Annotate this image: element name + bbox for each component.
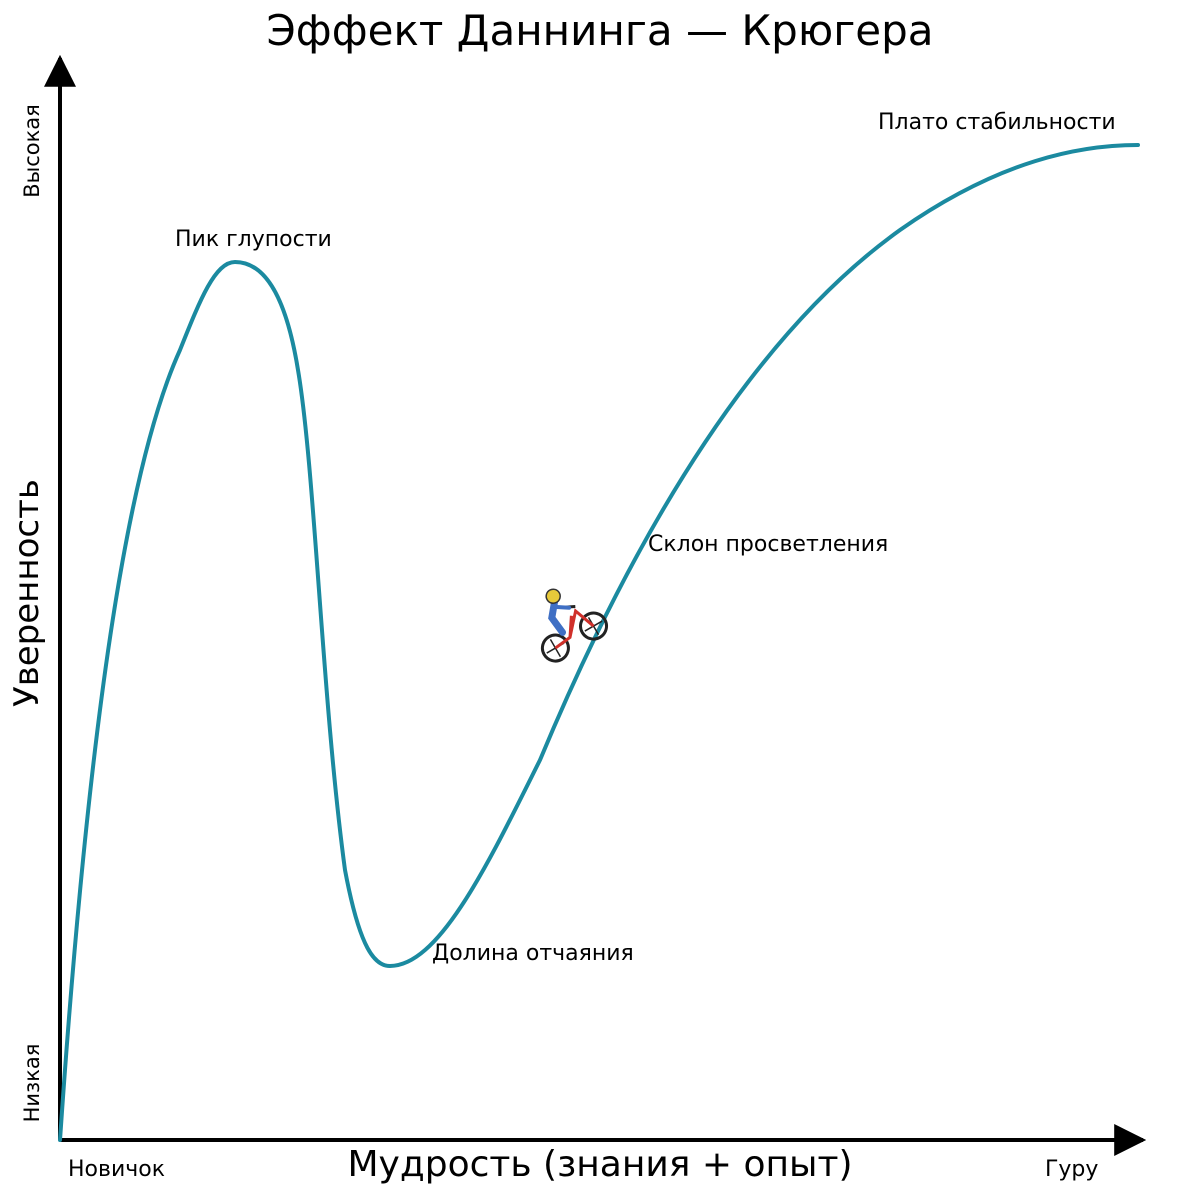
x-axis-label: Мудрость (знания + опыт): [347, 1144, 853, 1185]
y-axis-label: Уверенность: [7, 479, 47, 707]
y-axis-high-label: Высокая: [20, 104, 44, 198]
annotation-slope: Склон просветления: [648, 532, 889, 557]
y-axis-low-label: Низкая: [20, 1043, 44, 1123]
diagram-title: Эффект Даннинга — Крюгера: [266, 6, 934, 55]
confidence-curve: [58, 143, 1140, 1142]
x-axis-low-label: Новичок: [68, 1157, 166, 1182]
x-axis-high-label: Гуру: [1045, 1157, 1099, 1182]
annotation-valley: Долина отчаяния: [432, 941, 634, 966]
bmx-rider-icon: [540, 588, 609, 663]
annotation-plateau: Плато стабильности: [878, 110, 1116, 135]
annotation-peak: Пик глупости: [175, 227, 332, 252]
